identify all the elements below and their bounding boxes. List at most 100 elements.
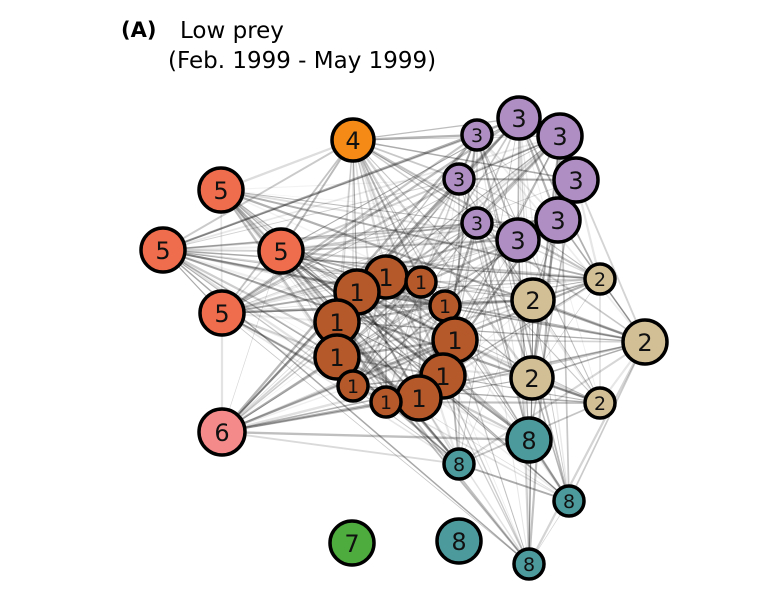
node-circle — [460, 206, 494, 240]
edge — [221, 431, 460, 465]
node-group-3: 3 — [536, 112, 584, 160]
node-circle — [328, 519, 376, 567]
panel-letter: (A) — [121, 18, 157, 42]
edge — [280, 135, 561, 252]
edge — [518, 117, 530, 565]
node-group-3: 3 — [460, 206, 494, 240]
edge — [454, 339, 530, 565]
edge — [458, 117, 520, 465]
node-group-5: 5 — [257, 227, 305, 275]
node-label: 1 — [411, 385, 426, 413]
edge — [280, 249, 601, 281]
node-label: 1 — [415, 272, 427, 294]
edge — [221, 222, 478, 314]
edge — [221, 179, 577, 314]
node-group-3: 3 — [460, 118, 494, 152]
node-label: 2 — [525, 287, 540, 315]
node-circle — [495, 217, 541, 263]
edge — [352, 117, 520, 387]
node-label: 3 — [552, 123, 567, 151]
edge — [336, 321, 570, 502]
edge — [352, 222, 478, 387]
edge — [420, 278, 601, 283]
node-group-3: 3 — [534, 196, 582, 244]
node-group-5: 5 — [197, 166, 245, 214]
edge — [220, 178, 460, 191]
node-label: 2 — [594, 269, 606, 291]
edge — [442, 375, 530, 565]
node-group-4: 4 — [330, 117, 376, 163]
edge — [280, 250, 533, 379]
node-circle — [330, 117, 376, 163]
node-label: 6 — [214, 419, 229, 447]
node-circle — [552, 484, 586, 518]
node-circle — [404, 265, 438, 299]
edge — [221, 117, 520, 314]
edge — [528, 341, 646, 565]
edge — [385, 239, 519, 278]
edge — [221, 135, 561, 314]
edge — [454, 339, 646, 343]
node-circle — [509, 355, 555, 401]
node-label: 3 — [510, 227, 525, 255]
edge — [352, 139, 577, 181]
node-label: 8 — [563, 491, 575, 513]
node-group-8: 8 — [505, 416, 553, 464]
node-label: 1 — [329, 309, 344, 337]
edge — [280, 222, 478, 252]
edge — [336, 278, 601, 323]
edge — [517, 239, 530, 441]
edge — [336, 135, 561, 358]
edge — [336, 321, 530, 565]
node-group-2: 2 — [509, 355, 555, 401]
node-label: 3 — [471, 213, 483, 235]
edge — [220, 189, 601, 280]
edge — [476, 222, 533, 379]
node-circle — [198, 289, 246, 337]
node-circle — [139, 226, 187, 274]
node-label: 1 — [347, 376, 359, 398]
edge — [454, 339, 570, 502]
node-circle — [336, 369, 370, 403]
node-label: 5 — [155, 237, 170, 265]
edge — [280, 250, 460, 465]
edge — [162, 249, 460, 465]
node-group-1: 1 — [369, 385, 403, 419]
node-group-2: 2 — [583, 386, 617, 420]
node-group-3: 3 — [495, 217, 541, 263]
edge — [221, 298, 534, 315]
node-label: 1 — [329, 344, 344, 372]
node-label: 8 — [453, 454, 465, 476]
edge — [385, 135, 561, 278]
node-circle — [460, 118, 494, 152]
edge — [385, 276, 530, 565]
edge — [385, 305, 446, 403]
edge — [420, 134, 478, 283]
node-group-8: 8 — [512, 547, 546, 581]
node-group-7: 7 — [328, 519, 376, 567]
edge — [351, 139, 461, 465]
edge — [568, 341, 646, 502]
edge — [280, 250, 530, 441]
node-circle — [536, 112, 584, 160]
edge — [162, 116, 520, 252]
edge — [280, 239, 519, 252]
edge — [336, 321, 646, 343]
node-circle — [442, 162, 476, 196]
node-circle — [621, 318, 669, 366]
edge — [221, 250, 282, 433]
node-circle — [257, 227, 305, 275]
edge — [220, 188, 646, 344]
node-label: 4 — [345, 127, 360, 155]
node-circle — [435, 517, 483, 565]
edge — [162, 139, 354, 251]
node-circle — [313, 333, 361, 381]
edge — [458, 463, 570, 502]
edge — [352, 139, 387, 278]
node-circle — [369, 385, 403, 419]
node-circle — [552, 156, 600, 204]
edge — [162, 222, 478, 251]
edge — [442, 278, 601, 377]
edge — [220, 189, 478, 224]
edge — [221, 239, 519, 433]
